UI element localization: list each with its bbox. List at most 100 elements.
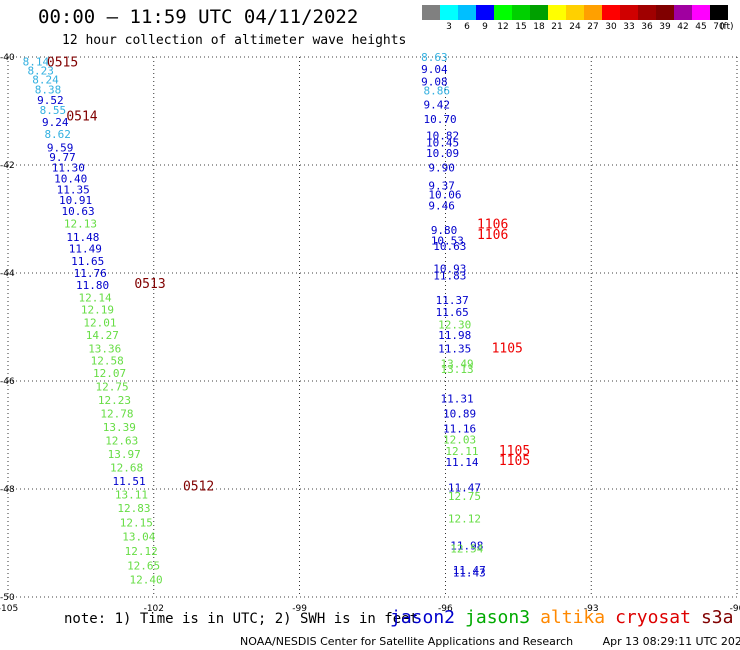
data-point: 10.63 bbox=[433, 240, 466, 253]
data-point: 9.24 bbox=[42, 116, 69, 129]
scale-swatch bbox=[494, 5, 512, 20]
data-point: 10.09 bbox=[426, 147, 459, 160]
data-point: 10.45 bbox=[426, 136, 459, 149]
data-point: 10.91 bbox=[59, 194, 92, 207]
chart-title: 00:00 – 11:59 UTC 04/11/2022 bbox=[38, 6, 359, 28]
scale-tick-label: 45 bbox=[695, 22, 707, 32]
data-point: 8.24 bbox=[32, 74, 59, 87]
data-point: 12.12 bbox=[448, 513, 481, 526]
scale-tick-label: 12 bbox=[497, 22, 509, 32]
x-tick-label: -96 bbox=[438, 604, 453, 614]
data-point: 12.78 bbox=[100, 407, 133, 420]
scale-unit-label: (ft) bbox=[720, 22, 734, 32]
data-point: 11.30 bbox=[52, 162, 85, 175]
scale-swatch bbox=[674, 5, 692, 20]
scale-bin: 45 bbox=[692, 5, 710, 32]
scale-bin: 12 bbox=[494, 5, 512, 32]
scale-tick-label: 36 bbox=[641, 22, 653, 32]
scale-swatch bbox=[692, 5, 710, 20]
scale-bin: 70 bbox=[710, 5, 728, 32]
chart-subtitle: 12 hour collection of altimeter wave hei… bbox=[62, 33, 407, 48]
data-point: 9.59 bbox=[47, 142, 74, 155]
scale-bin: 27 bbox=[584, 5, 602, 32]
scale-bin: 21 bbox=[548, 5, 566, 32]
scale-swatch bbox=[656, 5, 674, 20]
x-tick-label: -93 bbox=[584, 604, 599, 614]
scale-tick-label: 33 bbox=[623, 22, 635, 32]
data-point: 10.40 bbox=[54, 173, 87, 186]
scale-tick-label: 27 bbox=[587, 22, 599, 32]
data-point: 9.37 bbox=[428, 180, 455, 193]
satellite-legend: jason2 jason3 altika cryosat s3a bbox=[390, 607, 740, 628]
data-point: 10.82 bbox=[426, 129, 459, 142]
data-point: 13.11 bbox=[115, 488, 148, 501]
data-point: 12.75 bbox=[95, 380, 128, 393]
data-point: 11.14 bbox=[445, 456, 478, 469]
y-tick-label: -40 bbox=[0, 53, 15, 63]
data-point: 9.42 bbox=[424, 99, 451, 112]
data-point: 12.68 bbox=[110, 461, 143, 474]
scale-tick-label: 9 bbox=[482, 22, 488, 32]
data-point: 8.86 bbox=[424, 84, 451, 97]
scale-tick-label: 42 bbox=[677, 22, 689, 32]
scale-tick-label: 6 bbox=[464, 22, 470, 32]
data-point: 11.47 bbox=[448, 481, 481, 494]
data-point: 12.83 bbox=[117, 502, 150, 515]
note-text: note: 1) Time is in UTC; 2) SWH is in fe… bbox=[64, 611, 419, 627]
data-point: 8.23 bbox=[27, 65, 54, 78]
time-label: 1106 bbox=[477, 228, 508, 243]
data-point: 12.11 bbox=[445, 445, 478, 458]
data-point: 9.04 bbox=[421, 63, 448, 76]
data-point: 12.23 bbox=[98, 394, 131, 407]
data-point: 11.51 bbox=[112, 475, 145, 488]
y-tick-label: -42 bbox=[0, 161, 15, 171]
scale-swatch bbox=[440, 5, 458, 20]
scale-bin: 42 bbox=[674, 5, 692, 32]
data-point: 8.62 bbox=[44, 128, 70, 141]
data-point: 12.19 bbox=[81, 304, 114, 317]
data-point: 11.98 bbox=[450, 540, 483, 553]
data-point: 12.14 bbox=[78, 291, 111, 304]
data-point: 10.93 bbox=[433, 263, 466, 276]
data-point: 11.43 bbox=[453, 567, 486, 580]
scale-bin: 3 bbox=[440, 5, 458, 32]
scale-bin bbox=[422, 5, 440, 32]
scale-swatch bbox=[476, 5, 494, 20]
scale-tick-label: 21 bbox=[551, 22, 563, 32]
time-label: 0515 bbox=[47, 55, 78, 70]
scale-bin: 39 bbox=[656, 5, 674, 32]
data-point: 12.30 bbox=[438, 318, 471, 331]
scale-tick-label: 39 bbox=[659, 22, 671, 32]
data-point: 11.48 bbox=[66, 231, 99, 244]
data-point: 12.75 bbox=[448, 490, 481, 503]
data-point: 10.70 bbox=[424, 113, 457, 126]
scale-bin: 33 bbox=[620, 5, 638, 32]
data-point: 11.80 bbox=[76, 279, 109, 292]
y-tick-label: -48 bbox=[0, 485, 15, 495]
scale-bin: 30 bbox=[602, 5, 620, 32]
satellite-legend-item: s3a bbox=[700, 607, 734, 628]
data-point: 9.80 bbox=[431, 224, 458, 237]
data-point: 11.76 bbox=[74, 267, 107, 280]
data-point: 13.36 bbox=[88, 343, 121, 356]
data-point: 12.15 bbox=[120, 516, 153, 529]
scale-bin: 9 bbox=[476, 5, 494, 32]
scale-swatch bbox=[566, 5, 584, 20]
generated-date: Apr 13 08:29:11 UTC 2022 bbox=[602, 635, 740, 648]
data-point: 8.38 bbox=[35, 83, 62, 96]
data-point: 12.40 bbox=[130, 574, 163, 587]
time-label: 1106 bbox=[477, 217, 508, 232]
data-point: 12.03 bbox=[443, 433, 476, 446]
data-point: 10.63 bbox=[61, 205, 94, 218]
scale-tick-label: 3 bbox=[446, 22, 452, 32]
data-point: 8.63 bbox=[421, 51, 448, 64]
data-point: 9.77 bbox=[49, 151, 75, 164]
data-point: 9.08 bbox=[421, 75, 448, 88]
scale-bin: 6 bbox=[458, 5, 476, 32]
scale-swatch bbox=[422, 5, 440, 20]
data-point: 8.55 bbox=[40, 104, 66, 117]
data-point: 13.49 bbox=[441, 358, 474, 371]
scale-swatch bbox=[530, 5, 548, 20]
time-label: 1105 bbox=[492, 342, 523, 357]
scale-swatch bbox=[548, 5, 566, 20]
